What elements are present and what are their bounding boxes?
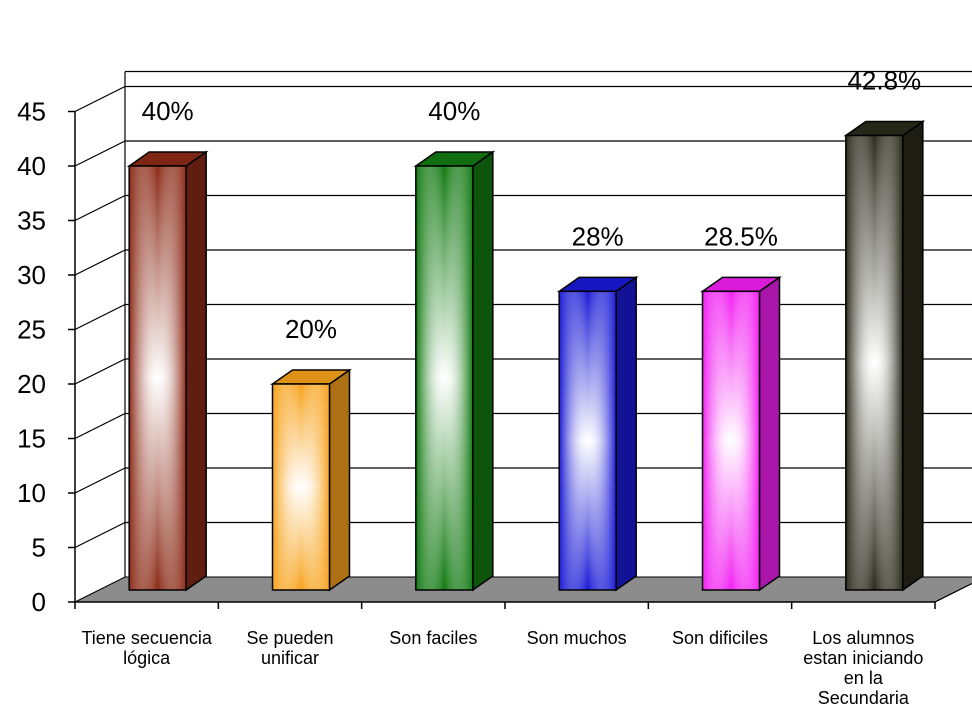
gridline-side <box>74 194 126 222</box>
y-tick-label: 30 <box>17 260 46 290</box>
bar-front-gloss <box>128 165 187 591</box>
bar-6 <box>843 120 926 592</box>
bar-1 <box>126 150 209 592</box>
x-axis-depth-edge <box>934 582 972 603</box>
y-tick-label: 5 <box>32 533 46 563</box>
gridline-side <box>74 358 126 385</box>
floor-plane <box>74 576 972 603</box>
y-tick-label: 40 <box>17 151 46 181</box>
category-label-2: unificar <box>261 648 319 668</box>
bar-side-face <box>758 275 781 592</box>
data-label-6: 42.8% <box>847 65 921 95</box>
bar-side-face <box>472 150 494 592</box>
y-tick-label: 20 <box>17 369 46 399</box>
y-tick-label: 45 <box>17 97 46 127</box>
y-tick-label: 10 <box>17 478 46 508</box>
category-label-5: Son dificiles <box>672 628 768 648</box>
gridline-side <box>74 249 126 276</box>
bar-side-face <box>185 150 207 592</box>
bar-front-gloss <box>271 383 331 591</box>
bar-side-face <box>328 368 351 592</box>
category-label-6: Los alumnos <box>812 628 914 648</box>
data-label-2: 20% <box>285 314 337 344</box>
category-label-6: en la <box>844 668 884 688</box>
category-label-1: Tiene secuencia <box>81 628 212 648</box>
data-label-4: 28% <box>572 221 624 251</box>
gridline-side <box>74 303 126 331</box>
y-tick-label: 15 <box>17 424 46 454</box>
bar-2 <box>270 368 352 592</box>
y-tick-label: 35 <box>17 206 46 236</box>
gridlines <box>74 85 972 549</box>
category-label-1: lógica <box>123 648 171 668</box>
chart-back-wall <box>124 70 972 577</box>
data-label-5: 28.5% <box>704 221 778 251</box>
category-label-6: Secundaria <box>818 688 910 708</box>
bar-front-gloss <box>558 290 617 591</box>
y-tick-label: 0 <box>32 587 46 617</box>
bar-front-gloss <box>415 165 474 591</box>
bar-4 <box>556 275 639 592</box>
data-label-3: 40% <box>428 96 480 126</box>
bar-side-face <box>615 275 637 592</box>
bar-front-gloss <box>845 134 904 591</box>
gridline-side <box>74 140 126 167</box>
gridline-side <box>74 85 126 113</box>
category-label-6: estan iniciando <box>803 648 923 668</box>
category-label-4: Son muchos <box>527 628 627 648</box>
bars <box>126 120 926 592</box>
category-label-3: Son faciles <box>389 628 477 648</box>
gridline-side <box>74 467 126 494</box>
bar-side-face <box>902 120 924 592</box>
y-tick-label: 25 <box>17 315 46 345</box>
gridline-side <box>74 412 126 440</box>
category-label-2: Se pueden <box>246 628 333 648</box>
gridline-side <box>74 521 126 549</box>
bar-front-gloss <box>701 290 761 591</box>
chart-floor <box>74 576 972 603</box>
bar-3 <box>413 150 496 592</box>
data-label-1: 40% <box>142 96 194 126</box>
axes: 0 5 10 15 20 25 30 35 40 45 <box>17 97 972 617</box>
bar-5 <box>700 275 782 592</box>
